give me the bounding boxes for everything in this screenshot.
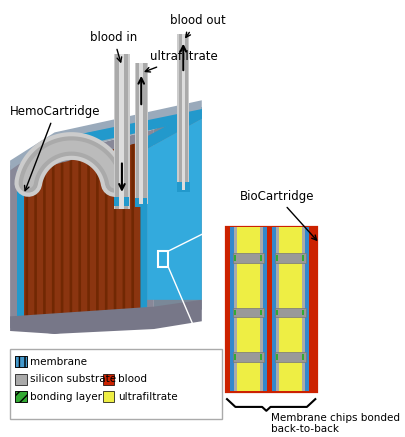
Bar bbox=[275, 352, 306, 362]
Text: membrane: membrane bbox=[30, 357, 87, 367]
Bar bbox=[260, 309, 262, 316]
Bar bbox=[260, 255, 262, 261]
Polygon shape bbox=[52, 165, 55, 315]
Bar bbox=[177, 34, 189, 190]
Bar bbox=[302, 255, 305, 261]
Polygon shape bbox=[147, 119, 202, 300]
Bar bbox=[237, 227, 260, 392]
Bar bbox=[15, 356, 27, 367]
Polygon shape bbox=[17, 170, 23, 316]
Polygon shape bbox=[123, 146, 125, 311]
Bar bbox=[135, 198, 147, 207]
Bar bbox=[230, 227, 234, 392]
Bar bbox=[260, 354, 262, 360]
Bar bbox=[15, 356, 27, 367]
Polygon shape bbox=[87, 156, 90, 313]
Bar bbox=[276, 354, 278, 360]
Bar bbox=[302, 354, 305, 360]
Polygon shape bbox=[21, 141, 145, 316]
Bar bbox=[223, 224, 320, 394]
Text: HemoCartridge: HemoCartridge bbox=[10, 105, 100, 191]
Polygon shape bbox=[140, 142, 143, 310]
Bar bbox=[139, 63, 143, 205]
Bar bbox=[158, 251, 168, 267]
Polygon shape bbox=[10, 309, 202, 334]
Polygon shape bbox=[10, 129, 154, 328]
Bar bbox=[233, 253, 264, 263]
Bar bbox=[279, 227, 302, 392]
Bar bbox=[276, 309, 278, 316]
Bar bbox=[15, 392, 27, 402]
Polygon shape bbox=[70, 160, 72, 314]
Bar bbox=[102, 374, 114, 385]
Polygon shape bbox=[10, 100, 202, 170]
Bar bbox=[181, 34, 185, 190]
Bar bbox=[272, 227, 276, 392]
Polygon shape bbox=[10, 107, 202, 166]
Bar bbox=[234, 255, 236, 261]
Bar bbox=[114, 197, 130, 206]
Text: silicon substrate: silicon substrate bbox=[30, 374, 116, 384]
Bar bbox=[275, 253, 306, 263]
Bar bbox=[179, 34, 188, 190]
Polygon shape bbox=[131, 144, 134, 310]
Polygon shape bbox=[147, 107, 202, 149]
Bar bbox=[276, 227, 279, 392]
Text: blood out: blood out bbox=[170, 14, 226, 37]
Polygon shape bbox=[43, 167, 46, 315]
Bar bbox=[119, 54, 124, 209]
Bar bbox=[115, 54, 128, 209]
Polygon shape bbox=[61, 162, 64, 314]
Polygon shape bbox=[26, 171, 28, 316]
Bar bbox=[233, 352, 264, 362]
Bar bbox=[136, 63, 147, 205]
Bar bbox=[302, 227, 305, 392]
Bar bbox=[113, 54, 130, 209]
Text: bonding layer: bonding layer bbox=[30, 392, 102, 402]
Bar bbox=[134, 63, 148, 205]
Polygon shape bbox=[10, 300, 202, 334]
Bar bbox=[102, 392, 114, 402]
Bar bbox=[305, 227, 309, 392]
Polygon shape bbox=[105, 151, 108, 312]
Polygon shape bbox=[96, 153, 99, 312]
Text: ultrafiltrate: ultrafiltrate bbox=[145, 50, 217, 72]
Bar bbox=[234, 227, 237, 392]
Polygon shape bbox=[141, 136, 147, 312]
Bar bbox=[234, 354, 236, 360]
Bar bbox=[223, 224, 320, 394]
Text: ultrafiltrate: ultrafiltrate bbox=[118, 392, 177, 402]
Bar bbox=[15, 374, 27, 385]
Text: BioCartridge: BioCartridge bbox=[240, 190, 317, 240]
Text: blood in: blood in bbox=[90, 31, 137, 62]
Bar bbox=[177, 182, 190, 192]
Text: blood: blood bbox=[118, 374, 147, 384]
Bar bbox=[263, 227, 267, 392]
Polygon shape bbox=[154, 107, 202, 319]
Bar bbox=[260, 227, 263, 392]
Bar bbox=[233, 308, 264, 317]
Polygon shape bbox=[114, 149, 116, 311]
Bar bbox=[276, 255, 278, 261]
Bar bbox=[10, 348, 222, 419]
Polygon shape bbox=[34, 169, 37, 316]
Bar bbox=[302, 309, 305, 316]
Bar bbox=[234, 309, 236, 316]
Bar bbox=[15, 392, 27, 402]
Bar bbox=[275, 308, 306, 317]
Text: Membrane chips bonded
back-to-back: Membrane chips bonded back-to-back bbox=[271, 413, 399, 434]
Polygon shape bbox=[79, 158, 81, 313]
Polygon shape bbox=[55, 107, 202, 151]
